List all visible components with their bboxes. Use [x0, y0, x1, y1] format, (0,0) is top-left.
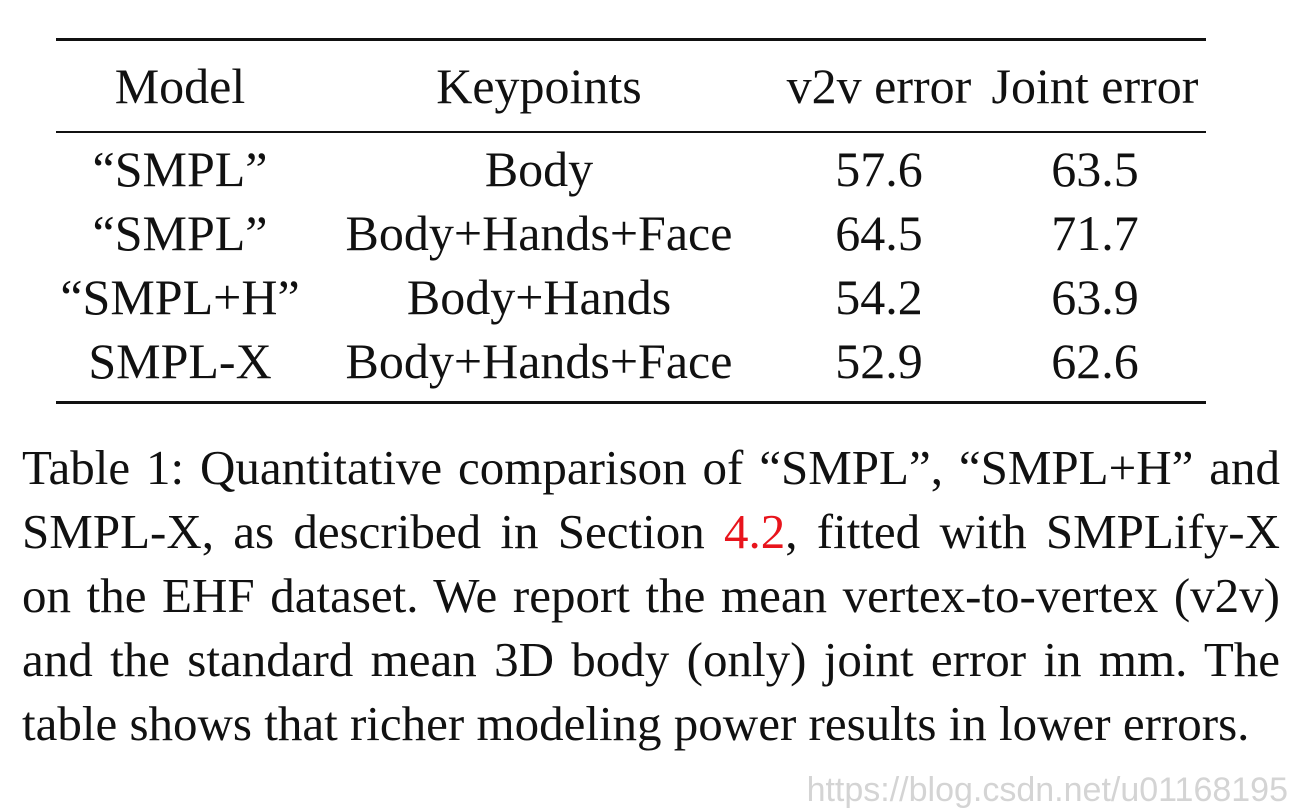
- header-keypoints: Keypoints: [436, 58, 642, 114]
- table-row: “SMPL” Body 57.6 63.5: [56, 132, 1206, 201]
- table-row: SMPL-X Body+Hands+Face 52.9 62.6: [56, 329, 1206, 403]
- cell-model: SMPL-X: [88, 333, 272, 389]
- table-row: “SMPL+H” Body+Hands 54.2 63.9: [56, 265, 1206, 329]
- cell-v2v-error: 57.6: [835, 141, 923, 197]
- cell-joint-error: 71.7: [1051, 205, 1139, 261]
- cell-model: “SMPL+H”: [60, 269, 300, 325]
- cell-v2v-error: 64.5: [835, 205, 923, 261]
- cell-v2v-error: 54.2: [835, 269, 923, 325]
- cell-joint-error: 63.5: [1051, 141, 1139, 197]
- header-model: Model: [114, 58, 246, 114]
- header-joint-error: Joint error: [991, 58, 1199, 114]
- watermark: https://blog.csdn.net/u01168195: [806, 771, 1288, 809]
- table-caption: Table 1: Quantitative comparison of “SMP…: [22, 436, 1280, 756]
- header-v2v-error: v2v error: [786, 58, 972, 114]
- caption-text-end: , fitted with SMPLify-X on the EHF datas…: [22, 504, 1280, 751]
- cell-model: “SMPL”: [92, 141, 268, 197]
- cell-model: “SMPL”: [92, 205, 268, 261]
- cell-keypoints: Body+Hands: [406, 269, 672, 325]
- caption-text-start: Table 1: Quantitative comparison of “SMP…: [22, 440, 1280, 559]
- cell-keypoints: Body+Hands+Face: [345, 333, 733, 389]
- table-row: “SMPL” Body+Hands+Face 64.5 71.7: [56, 201, 1206, 265]
- results-table-container: Model Keypoints v2v error Joint error “S…: [56, 38, 1206, 404]
- table-header-row: Model Keypoints v2v error Joint error: [56, 39, 1206, 132]
- section-reference-link[interactable]: 4.2: [724, 504, 786, 559]
- cell-joint-error: 63.9: [1051, 269, 1139, 325]
- cell-joint-error: 62.6: [1051, 333, 1139, 389]
- cell-keypoints: Body+Hands+Face: [345, 205, 733, 261]
- cell-keypoints: Body: [484, 141, 594, 197]
- cell-v2v-error: 52.9: [835, 333, 923, 389]
- results-table: Model Keypoints v2v error Joint error “S…: [56, 38, 1206, 404]
